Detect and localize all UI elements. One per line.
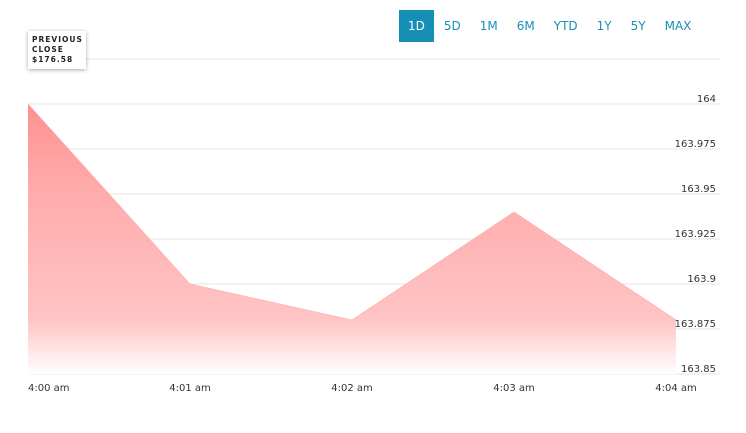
y-tick-label: 163.9: [687, 274, 716, 285]
previous-close-label: PREVIOUS CLOSE: [32, 35, 83, 54]
range-buttons: 1D 5D 1M 6M YTD 1Y 5Y MAX: [399, 10, 701, 42]
y-tick-label: 163.95: [681, 184, 716, 195]
range-button[interactable]: 5D: [443, 19, 461, 33]
range-button[interactable]: 1D: [399, 10, 434, 42]
previous-close: PREVIOUS CLOSE $176.58: [28, 31, 86, 69]
y-tick-label: 163.925: [675, 229, 716, 240]
range-button[interactable]: 6M: [516, 19, 535, 33]
y-tick-label: 163.975: [675, 139, 716, 150]
area-line: [27, 103, 677, 321]
x-tick-label: 4:00 am: [28, 383, 70, 394]
x-tick-label: 4:04 am: [655, 383, 697, 394]
range-button[interactable]: 5Y: [630, 19, 646, 33]
previous-close-value: $176.58: [32, 55, 74, 64]
x-tick-label: 4:01 am: [169, 383, 211, 394]
area-fill: [28, 104, 676, 374]
range-button[interactable]: MAX: [664, 19, 692, 33]
range-button[interactable]: 1Y: [596, 19, 612, 33]
y-tick-label: 164: [697, 94, 716, 105]
range-button[interactable]: YTD: [553, 19, 578, 33]
range-button[interactable]: 1M: [479, 19, 498, 33]
y-tick-label: 163.85: [681, 364, 716, 375]
x-tick-label: 4:02 am: [331, 383, 373, 394]
x-tick-label: 4:03 am: [493, 383, 535, 394]
y-tick-label: 163.875: [675, 319, 716, 330]
